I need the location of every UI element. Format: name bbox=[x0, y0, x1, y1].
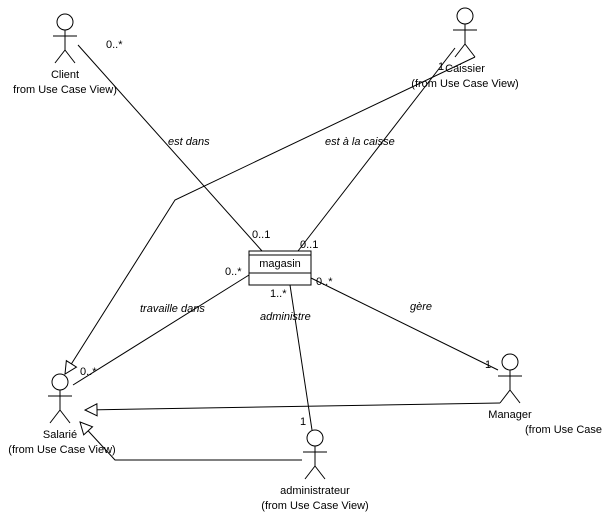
assoc-salarie-label: travaille dans bbox=[140, 303, 205, 315]
mult-caissier-far: 0..1 bbox=[300, 239, 318, 251]
assoc-caissier-magasin bbox=[298, 48, 455, 251]
assoc-manager-label: gère bbox=[410, 301, 432, 313]
gen-manager-salarie bbox=[85, 403, 500, 410]
actor-client-sub: from Use Case View) bbox=[13, 84, 117, 96]
actor-caissier-label: Caissier bbox=[445, 63, 485, 75]
actor-manager-label: Manager bbox=[488, 409, 532, 421]
assoc-caissier-label: est à la caisse bbox=[325, 136, 395, 148]
actor-manager: Manager (from Use Case View bbox=[488, 354, 602, 436]
mult-admin-far: 1..* bbox=[270, 288, 287, 300]
mult-caissier-near: 1 bbox=[438, 61, 444, 73]
actor-client-label: Client bbox=[51, 69, 79, 81]
assoc-salarie-magasin bbox=[73, 275, 249, 385]
class-magasin: magasin bbox=[249, 251, 311, 285]
mult-salarie-near: 0..* bbox=[80, 366, 97, 378]
actor-admin: administrateur (from Use Case View) bbox=[261, 430, 368, 512]
actor-client: Client from Use Case View) bbox=[13, 14, 117, 96]
assoc-client-magasin bbox=[78, 45, 262, 251]
mult-manager-near: 1 bbox=[485, 359, 491, 371]
class-magasin-name: magasin bbox=[259, 258, 301, 270]
assoc-client-label: est dans bbox=[168, 136, 210, 148]
actor-manager-sub: (from Use Case View bbox=[525, 424, 602, 436]
assoc-manager-magasin bbox=[311, 278, 498, 370]
actor-salarie-sub: (from Use Case View) bbox=[8, 444, 115, 456]
uml-diagram: Client from Use Case View) Caissier (fro… bbox=[0, 0, 602, 520]
mult-salarie-far: 0..* bbox=[225, 266, 242, 278]
mult-client-far: 0..1 bbox=[252, 229, 270, 241]
mult-admin-near: 1 bbox=[300, 416, 306, 428]
assoc-admin-magasin bbox=[290, 285, 312, 430]
mult-manager-far: 0..* bbox=[316, 276, 333, 288]
actor-admin-label: administrateur bbox=[280, 485, 350, 497]
actor-salarie-label: Salarié bbox=[43, 429, 77, 441]
gen-caissier-salarie bbox=[65, 57, 475, 374]
mult-client-near: 0..* bbox=[106, 39, 123, 51]
actor-admin-sub: (from Use Case View) bbox=[261, 500, 368, 512]
actor-caissier: Caissier (from Use Case View) bbox=[411, 8, 518, 90]
assoc-admin-label: administre bbox=[260, 311, 311, 323]
